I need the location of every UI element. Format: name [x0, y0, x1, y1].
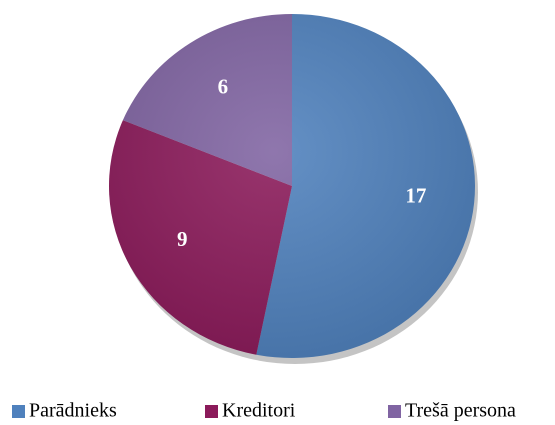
- legend-label: Parādnieks: [29, 400, 117, 422]
- legend-label: Kreditori: [222, 400, 296, 422]
- legend-swatch: [12, 405, 25, 418]
- data-label: 17: [405, 183, 426, 207]
- legend-swatch: [388, 405, 401, 418]
- data-label: 9: [177, 227, 188, 251]
- data-label: 6: [218, 75, 229, 99]
- legend-swatch: [205, 405, 218, 418]
- legend-label: Trešā persona: [405, 400, 516, 422]
